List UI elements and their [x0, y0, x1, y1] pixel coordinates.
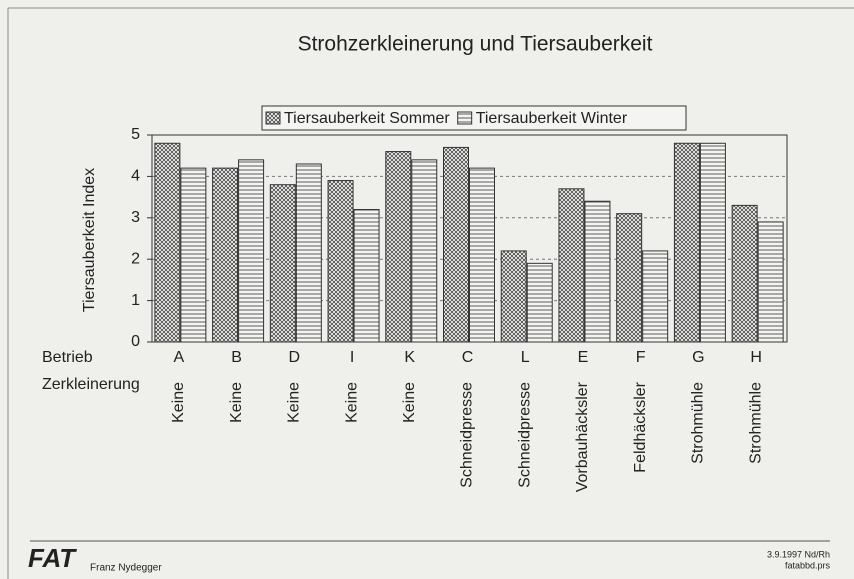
logo: FAT	[28, 543, 77, 573]
bar	[353, 209, 380, 343]
legend-label: Tiersauberkeit Winter	[476, 110, 628, 127]
bar	[526, 262, 553, 343]
bar	[731, 204, 758, 343]
row-label: Zerkleinerung	[42, 376, 140, 393]
bar	[180, 167, 207, 343]
x-tick-detail: Keine	[170, 382, 187, 423]
bar	[238, 159, 265, 343]
y-tick-label: 5	[131, 126, 140, 143]
legend-label: Tiersauberkeit Sommer	[284, 110, 450, 127]
bar	[699, 142, 726, 343]
y-axis-label: Tiersauberkeit Index	[81, 168, 98, 312]
x-tick-detail: Keine	[228, 382, 245, 423]
x-tick-detail: Keine	[401, 382, 418, 423]
bar	[757, 221, 784, 343]
x-tick-label: G	[692, 349, 704, 366]
x-tick-detail: Strohmühle	[747, 382, 764, 464]
bar	[212, 167, 239, 343]
footer-author: Franz Nydegger	[90, 563, 162, 574]
row-label: Betrieb	[42, 349, 93, 366]
x-tick-label: D	[289, 349, 301, 366]
bar	[443, 146, 469, 343]
footer-file: fatabbd.prs	[785, 560, 831, 570]
legend-box	[261, 105, 687, 131]
y-tick-label: 1	[131, 292, 140, 309]
bar	[269, 184, 296, 343]
x-tick-detail: Schneidpresse	[516, 382, 533, 488]
x-tick-label: C	[462, 349, 474, 366]
legend-swatch	[265, 111, 281, 125]
x-tick-label: E	[578, 349, 589, 366]
bar	[327, 180, 354, 343]
chart-title: Strohzerkleinerung und Tiersauberkeit	[298, 33, 653, 56]
bar	[616, 213, 643, 343]
x-tick-detail: Vorbauhäcksler	[574, 381, 591, 492]
y-tick-label: 0	[131, 333, 140, 350]
x-tick-label: H	[750, 349, 762, 366]
legend-swatch	[457, 111, 473, 125]
bar	[385, 151, 412, 343]
bar	[295, 163, 322, 343]
x-tick-label: F	[636, 349, 646, 366]
bar	[154, 142, 181, 343]
x-tick-detail: Keine	[343, 382, 360, 423]
x-tick-detail: Schneidpresse	[459, 382, 476, 488]
bar	[411, 159, 438, 343]
x-tick-detail: Strohmühle	[690, 382, 707, 464]
bar	[673, 142, 700, 343]
x-tick-detail: Keine	[286, 382, 303, 423]
bar	[642, 250, 669, 343]
y-tick-label: 2	[131, 250, 140, 267]
x-tick-label: K	[404, 349, 415, 366]
y-tick-label: 4	[131, 168, 140, 185]
x-tick-detail: Feldhäcksler	[632, 381, 649, 472]
bar	[584, 200, 611, 343]
x-tick-label: B	[231, 349, 242, 366]
footer-date: 3.9.1997 Nd/Rh	[767, 549, 830, 559]
bar	[469, 167, 495, 343]
bar	[558, 188, 585, 343]
x-tick-label: A	[174, 349, 185, 366]
x-tick-label: I	[350, 349, 354, 366]
bar	[500, 250, 527, 343]
y-tick-label: 3	[131, 209, 140, 226]
x-tick-label: L	[521, 349, 530, 366]
